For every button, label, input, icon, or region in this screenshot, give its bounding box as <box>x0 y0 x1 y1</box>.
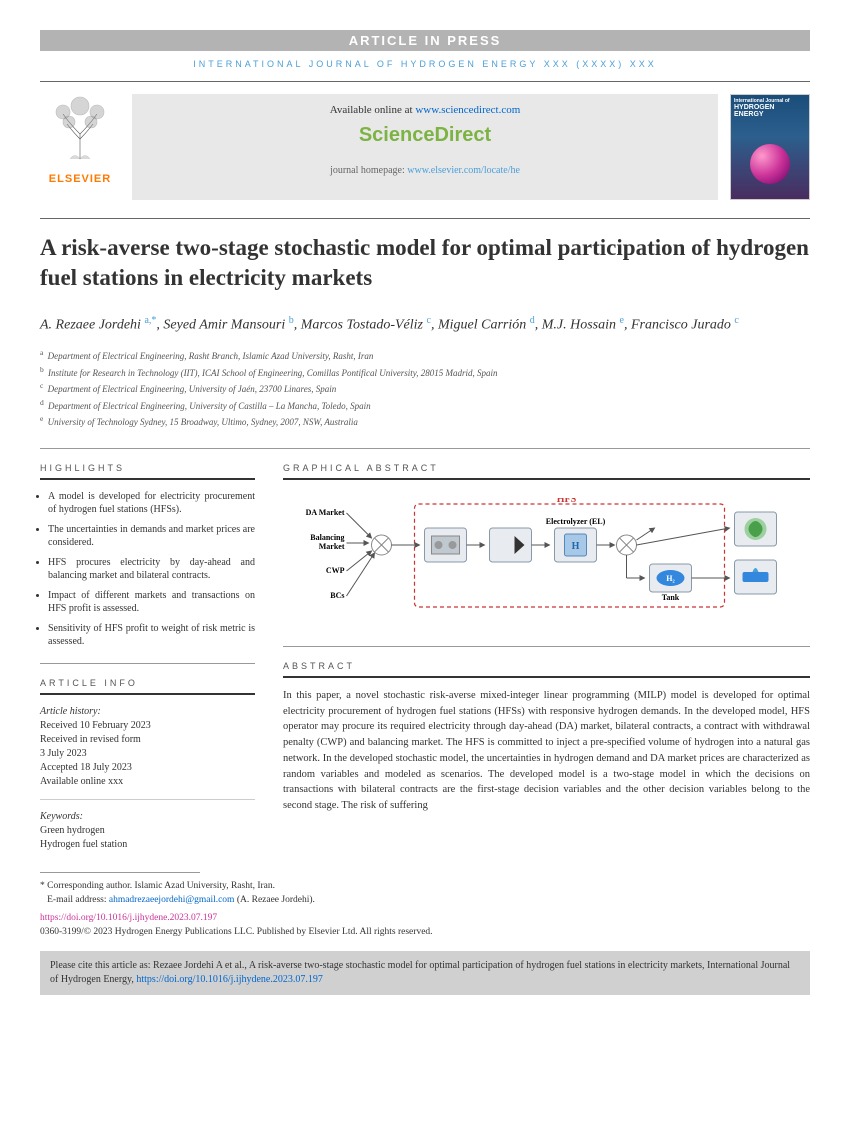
sciencedirect-link[interactable]: www.sciencedirect.com <box>415 104 520 116</box>
highlights-header: HIGHLIGHTS <box>40 463 255 480</box>
hfs-label: HFS <box>557 498 577 505</box>
svg-text:Market: Market <box>319 542 345 551</box>
tank-label: Tank <box>662 593 680 602</box>
cwp-label: CWP <box>326 566 345 575</box>
svg-text:H₂: H₂ <box>666 574 675 583</box>
balancing-label: Balancing <box>310 533 344 542</box>
highlight-item: The uncertainties in demands and market … <box>48 523 255 550</box>
elsevier-logo-box: ELSEVIER <box>40 94 120 200</box>
article-in-press-banner: ARTICLE IN PRESS <box>40 30 810 51</box>
da-market-label: DA Market <box>306 508 345 517</box>
cite-doi-link[interactable]: https://doi.org/10.1016/j.ijhydene.2023.… <box>136 974 322 985</box>
highlight-item: Sensitivity of HFS profit to weight of r… <box>48 622 255 649</box>
highlight-item: HFS procures electricity by day-ahead an… <box>48 556 255 583</box>
electrolyzer-label: Electrolyzer (EL) <box>546 517 606 526</box>
publisher-header: ELSEVIER Available online at www.science… <box>40 81 810 200</box>
sciencedirect-logo: ScienceDirect <box>132 124 718 147</box>
elsevier-tree-icon <box>45 94 115 164</box>
journal-header-line: INTERNATIONAL JOURNAL OF HYDROGEN ENERGY… <box>40 51 810 81</box>
affiliations-list: a Department of Electrical Engineering, … <box>40 347 810 430</box>
homepage-prefix: journal homepage: <box>330 165 407 176</box>
cover-title-2: ENERGY <box>734 111 806 118</box>
graphical-abstract-header: GRAPHICAL ABSTRACT <box>283 463 810 480</box>
email-suffix: (A. Rezaee Jordehi). <box>234 895 314 905</box>
abstract-text: In this paper, a novel stochastic risk-a… <box>283 688 810 814</box>
copyright-line: 0360-3199/© 2023 Hydrogen Energy Publica… <box>40 927 810 937</box>
journal-cover: International Journal of HYDROGEN ENERGY <box>730 94 810 200</box>
corr-label: * Corresponding author. <box>40 881 132 891</box>
highlight-item: Impact of different markets and transact… <box>48 589 255 616</box>
article-history-block: Article history: Received 10 February 20… <box>40 705 255 789</box>
highlights-list: A model is developed for electricity pro… <box>40 490 255 649</box>
corr-text: Islamic Azad University, Rasht, Iran. <box>132 881 275 891</box>
cover-title-1: HYDROGEN <box>734 104 806 111</box>
elsevier-label: ELSEVIER <box>40 173 120 185</box>
email-label: E-mail address: <box>47 895 109 905</box>
sciencedirect-box: Available online at www.sciencedirect.co… <box>132 94 718 200</box>
svg-text:H: H <box>572 541 580 552</box>
available-online-text: Available online at www.sciencedirect.co… <box>132 104 718 116</box>
email-link[interactable]: ahmadrezaeejordehi@gmail.com <box>109 895 235 905</box>
corresponding-author-footnote: * Corresponding author. Islamic Azad Uni… <box>40 879 810 908</box>
article-title: A risk-averse two-stage stochastic model… <box>40 233 810 293</box>
bcs-label: BCs <box>330 591 344 600</box>
highlight-item: A model is developed for electricity pro… <box>48 490 255 517</box>
homepage-link[interactable]: www.elsevier.com/locate/he <box>407 165 520 176</box>
abstract-header: ABSTRACT <box>283 661 810 678</box>
keywords-label: Keywords: <box>40 810 255 824</box>
graphical-abstract-diagram: HFS DA Market Balancing Market CWP BCs <box>283 490 810 626</box>
article-history-label: Article history: <box>40 705 255 719</box>
available-prefix: Available online at <box>330 104 416 116</box>
cover-orb-graphic <box>750 144 790 184</box>
doi-link[interactable]: https://doi.org/10.1016/j.ijhydene.2023.… <box>40 913 217 923</box>
article-info-header: ARTICLE INFO <box>40 678 255 695</box>
keywords-block: Keywords: Green hydrogenHydrogen fuel st… <box>40 810 255 852</box>
homepage-text: journal homepage: www.elsevier.com/locat… <box>132 165 718 176</box>
authors-list: A. Rezaee Jordehi a,*, Seyed Amir Mansou… <box>40 313 810 336</box>
citation-box: Please cite this article as: Rezaee Jord… <box>40 951 810 995</box>
